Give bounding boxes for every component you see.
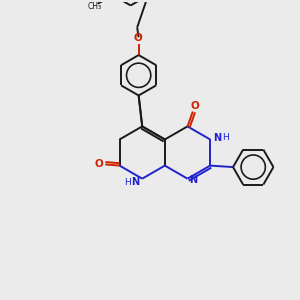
Text: N: N <box>214 133 222 143</box>
Text: H: H <box>222 133 229 142</box>
Text: N: N <box>132 177 140 187</box>
Text: O: O <box>94 159 103 169</box>
Text: O: O <box>191 101 200 111</box>
Text: CH₃: CH₃ <box>88 2 102 10</box>
Text: N: N <box>189 176 197 185</box>
Text: H: H <box>124 178 131 187</box>
Text: O: O <box>134 33 142 43</box>
